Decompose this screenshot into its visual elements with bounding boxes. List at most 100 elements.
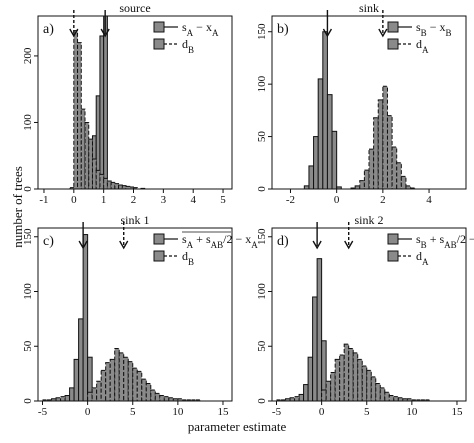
histogram-bar [334,358,341,402]
legend-label: dA [416,37,429,55]
series-1 [303,31,342,190]
series-2 [42,347,201,402]
histogram-bar [73,358,80,402]
x-tick-label: 0 [71,194,77,206]
histogram-bar [307,356,314,402]
arrow-head [344,240,354,250]
legend-swatch [153,21,165,33]
histogram-bar [132,367,138,402]
legend-swatch [387,250,399,262]
histogram-bar [298,393,305,402]
panel-title: source [119,1,150,15]
histogram-bar [377,99,384,190]
legend-swatch [153,250,165,262]
panel-letter: b) [277,22,289,37]
histogram-bar [78,318,84,402]
histogram-bar [386,115,393,190]
x-tick-label: 15 [217,406,229,418]
arrow-head [78,240,88,250]
histogram-bar [312,296,318,402]
x-tick-label: 2 [131,194,137,206]
legend-label: sA + sAB/2 − xA [182,232,258,250]
y-tick-label: 150 [256,23,268,40]
arrow-head [378,28,388,38]
x-tick-label: 4 [190,194,196,206]
histogram-bar [106,180,112,190]
histogram-bar [352,352,359,402]
y-axis-label: number of trees [10,166,25,248]
histogram-bar [82,234,89,402]
x-tick-label: 5 [220,194,226,206]
y-tick-label: 150 [256,228,268,245]
x-tick-label: 0 [334,194,340,206]
histogram-bar [91,158,97,190]
series-1 [60,234,102,402]
x-tick-label: 10 [406,406,418,418]
histogram-bar [373,117,379,190]
y-tick-label: 200 [22,47,34,64]
histogram-bar [103,177,108,190]
histogram-bar [331,130,338,190]
x-tick-label: 3 [161,194,167,206]
histogram-bar [73,30,79,190]
x-tick-label: 5 [130,406,136,418]
arrow-head [100,28,110,38]
histogram-bar [382,85,388,190]
panel-letter: d) [277,234,289,249]
histogram-bar [348,347,354,402]
x-tick-label: 4 [426,194,432,206]
x-tick-label: 1 [101,194,107,206]
x-tick-label: 5 [364,406,370,418]
histogram-bar [316,258,323,402]
plot-frame [271,227,467,402]
histogram-bar [384,391,390,402]
histogram-bar [159,395,165,402]
legend-swatch [387,38,399,50]
y-tick-label: 100 [256,75,268,92]
histogram-bar [343,343,350,402]
histogram-bar [313,136,319,190]
histogram-bar [96,380,102,402]
panel-letter: a) [43,22,54,37]
histogram-bar [154,392,161,402]
histogram-bar [80,108,86,190]
histogram-bar [330,372,336,402]
legend-swatch [387,21,399,33]
histogram-bar [405,185,412,190]
legend-swatch [387,233,399,245]
y-tick-label: 0 [256,398,268,404]
histogram-bar [375,382,381,402]
x-tick-label: 0 [319,406,325,418]
histogram-bar [379,387,386,402]
arrow-head [312,240,322,250]
y-tick-label: 100 [22,283,34,300]
arrow-head [69,28,79,38]
histogram-bar [64,395,71,402]
histogram-bar [105,362,111,402]
legend-swatch [153,233,165,245]
x-tick-label: 15 [451,406,463,418]
histogram-bar [99,35,105,190]
histogram-bar [84,121,90,190]
histogram-bar [326,94,333,190]
histogram-bar [99,173,105,190]
legend-swatch [153,38,165,50]
histogram-bar [114,183,120,190]
x-axis-label: parameter estimate [187,419,287,434]
legend-label: dB [182,249,194,267]
panel-title: sink [359,1,379,15]
histogram-bar [339,354,345,402]
y-tick-label: 100 [22,114,34,131]
histogram-bar [357,358,363,402]
histogram-bar [69,387,75,402]
y-tick-label: 100 [256,283,268,300]
y-tick-label: 0 [22,186,34,192]
histogram-bar [60,396,66,402]
x-tick-label: -5 [38,406,48,418]
histogram-bar [361,365,368,402]
histogram-bar [391,146,398,190]
histogram-bar [136,370,143,402]
